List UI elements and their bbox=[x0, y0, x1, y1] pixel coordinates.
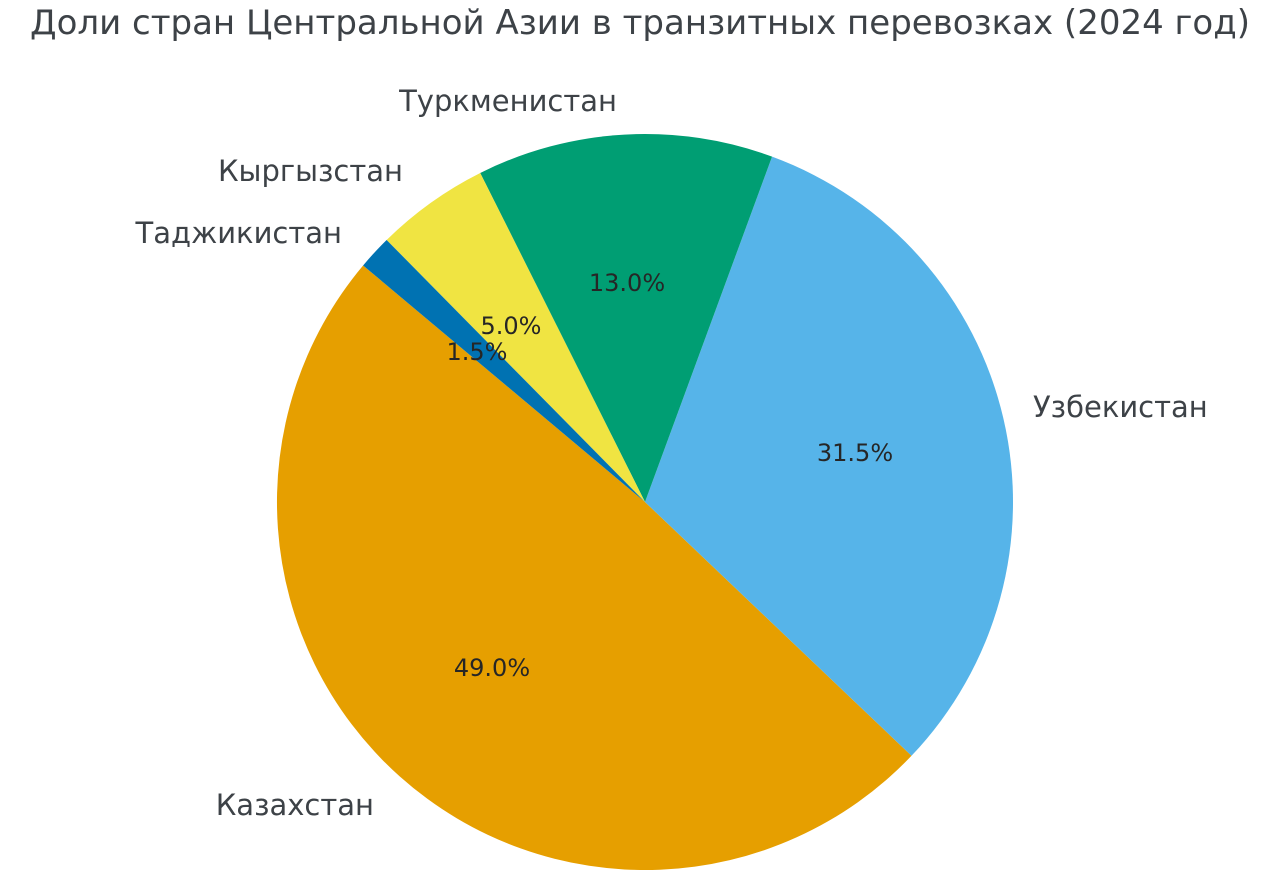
slice-label-2: Туркменистан bbox=[398, 84, 617, 118]
pie-slice-0 bbox=[276, 265, 912, 871]
slice-percent-1: 31.5% bbox=[817, 439, 893, 467]
pie-slice-2 bbox=[480, 133, 773, 502]
slice-label-4: Таджикистан bbox=[135, 216, 342, 250]
slice-percent-3: 5.0% bbox=[481, 312, 542, 340]
chart-title: Доли стран Центральной Азии в транзитных… bbox=[30, 3, 1250, 43]
slice-percent-2: 13.0% bbox=[589, 269, 665, 297]
slice-percent-4: 1.5% bbox=[447, 338, 508, 366]
pie-slice-3 bbox=[386, 172, 645, 502]
slice-label-1: Узбекистан bbox=[1033, 390, 1208, 424]
slice-percent-0: 49.0% bbox=[454, 654, 530, 682]
pie-slice-1 bbox=[645, 156, 1014, 756]
pie-slice-4 bbox=[363, 239, 645, 502]
slice-label-0: Казахстан bbox=[216, 788, 374, 822]
slice-label-3: Кыргызстан bbox=[218, 154, 403, 188]
